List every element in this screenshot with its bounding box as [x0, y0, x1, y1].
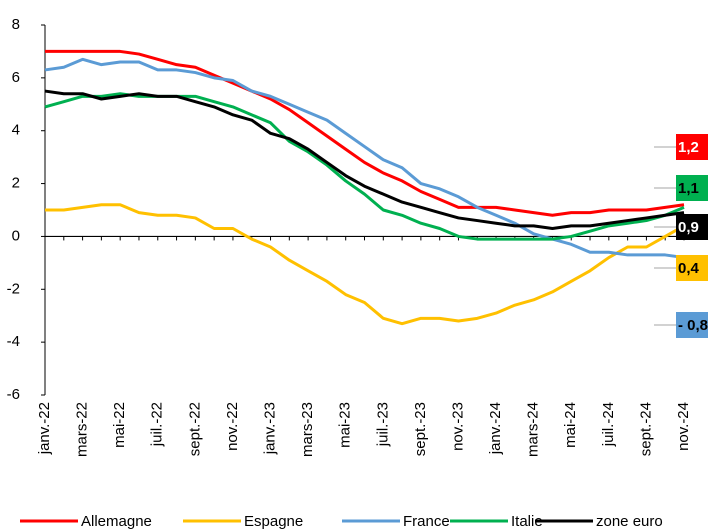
- x-tick-label: juil.-22: [149, 402, 166, 447]
- y-tick-label: -4: [7, 333, 20, 350]
- x-tick-label: sept.-23: [412, 402, 429, 456]
- series-line: [44, 57, 685, 260]
- x-tick-label: sept.-22: [186, 402, 203, 456]
- series-line: [45, 203, 685, 326]
- x-tick-label: mars-22: [74, 402, 91, 457]
- y-tick-label: -6: [7, 386, 20, 403]
- x-tick-label: janv.-22: [36, 402, 53, 455]
- legend-label: zone euro: [596, 513, 663, 530]
- annotation-label: 0,9: [678, 219, 699, 236]
- legend-label: Allemagne: [81, 513, 152, 530]
- x-tick-label: mars-24: [525, 402, 542, 457]
- annotation-label: - 0,8: [678, 317, 708, 334]
- annotation-label: 1,2: [678, 139, 699, 156]
- series-line: [44, 92, 685, 241]
- x-tick-label: nov.-23: [449, 402, 466, 451]
- x-tick-label: mars-23: [299, 402, 316, 457]
- annotation-box: [676, 214, 708, 240]
- series-line: [45, 49, 685, 217]
- x-tick-label: sept.-24: [637, 402, 654, 456]
- y-tick-label: 0: [12, 227, 20, 244]
- legend-label: France: [403, 513, 450, 530]
- x-tick-label: nov.-24: [675, 402, 692, 451]
- x-tick-label: mai-23: [337, 402, 354, 448]
- x-tick-label: janv.-23: [261, 402, 278, 455]
- series-line: [44, 89, 685, 230]
- x-tick-label: juil.-23: [374, 402, 391, 447]
- legend-label: Italie: [511, 513, 543, 530]
- y-tick-label: 2: [12, 175, 20, 192]
- y-tick-label: -2: [7, 280, 20, 297]
- annotation-box: [676, 255, 708, 281]
- annotation-box: [676, 312, 708, 338]
- legend-label: Espagne: [244, 513, 303, 530]
- y-tick-label: 4: [12, 122, 20, 139]
- x-tick-label: janv.-24: [487, 402, 504, 455]
- x-tick-label: nov.-22: [224, 402, 241, 451]
- x-tick-label: mai-22: [111, 402, 128, 448]
- x-tick-label: juil.-24: [600, 402, 617, 447]
- annotation-box: [676, 175, 708, 201]
- annotation-box: [676, 134, 708, 160]
- annotation-label: 0,4: [678, 260, 700, 277]
- annotation-label: 1,1: [678, 180, 699, 197]
- x-tick-label: mai-24: [562, 402, 579, 448]
- y-tick-label: 6: [12, 69, 20, 86]
- y-tick-label: 8: [12, 16, 20, 33]
